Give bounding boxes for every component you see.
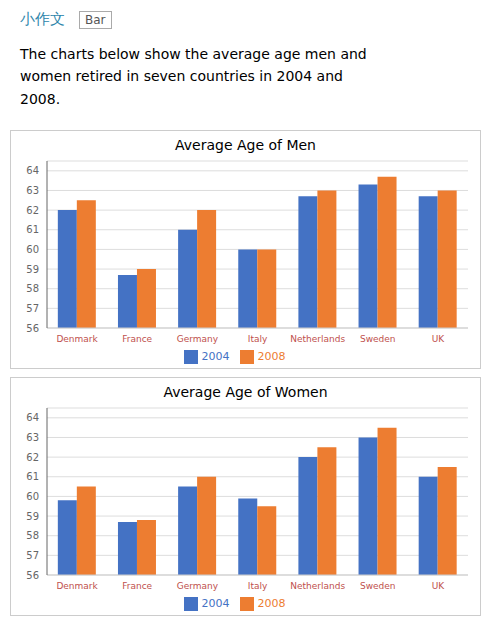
svg-text:63: 63 <box>26 432 39 443</box>
svg-text:Italy: Italy <box>248 581 268 591</box>
html-text:Average Age of Men: Average Age of Men <box>175 137 316 153</box>
svg-text:58: 58 <box>26 530 39 541</box>
svg-text:Denmark: Denmark <box>56 581 98 591</box>
svg-text:63: 63 <box>26 185 39 196</box>
html-text:小作文: 小作文 <box>20 10 65 28</box>
html-text:2004: 2004 <box>201 597 230 610</box>
svg-text:56: 56 <box>26 323 39 334</box>
svg-text:61: 61 <box>26 224 39 235</box>
svg-text:France: France <box>122 581 152 591</box>
svg-text:Sweden: Sweden <box>360 581 396 591</box>
html-text:2004: 2004 <box>201 350 230 363</box>
svg-text:UK: UK <box>432 581 446 591</box>
svg-text:56: 56 <box>26 570 39 581</box>
svg-text:Italy: Italy <box>248 334 268 344</box>
svg-text:Germany: Germany <box>177 581 219 591</box>
svg-text:64: 64 <box>26 412 39 423</box>
svg-text:64: 64 <box>26 165 39 176</box>
svg-text:Sweden: Sweden <box>360 334 396 344</box>
html-text:2008: 2008 <box>257 597 286 610</box>
svg-text:Netherlands: Netherlands <box>290 334 345 344</box>
html-text:Average Age of Women: Average Age of Women <box>163 384 328 400</box>
svg-text:59: 59 <box>26 264 39 275</box>
svg-text:Denmark: Denmark <box>56 334 98 344</box>
html-text:The charts below show the aver: The charts below show the average age me… <box>20 46 367 107</box>
svg-text:62: 62 <box>26 205 39 216</box>
svg-text:58: 58 <box>26 283 39 294</box>
svg-text:UK: UK <box>432 334 446 344</box>
svg-text:57: 57 <box>26 303 39 314</box>
svg-text:59: 59 <box>26 511 39 522</box>
svg-text:Germany: Germany <box>177 334 219 344</box>
html-text:Bar: Bar <box>85 12 106 27</box>
svg-text:60: 60 <box>26 244 39 255</box>
html-text:2008: 2008 <box>257 350 286 363</box>
svg-text:France: France <box>122 334 152 344</box>
svg-text:61: 61 <box>26 471 39 482</box>
svg-text:Netherlands: Netherlands <box>290 581 345 591</box>
svg-text:60: 60 <box>26 491 39 502</box>
svg-text:62: 62 <box>26 452 39 463</box>
svg-text:57: 57 <box>26 550 39 561</box>
